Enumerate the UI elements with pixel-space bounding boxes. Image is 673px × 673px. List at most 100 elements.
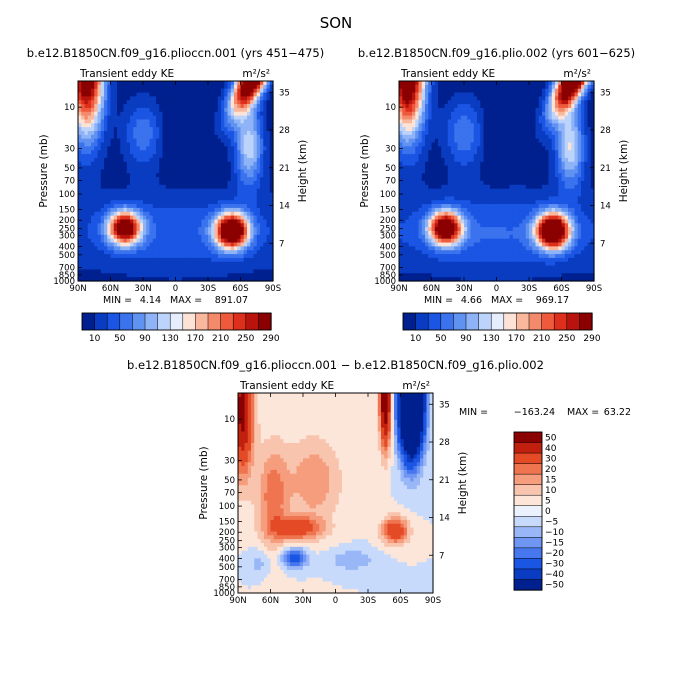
- field-cell: [133, 231, 138, 236]
- field-cell: [240, 142, 245, 147]
- field-cell: [584, 134, 589, 140]
- field-cell: [110, 84, 115, 90]
- field-cell: [237, 127, 242, 132]
- field-cell: [431, 165, 436, 171]
- field-cell: [224, 265, 229, 271]
- field-cell: [227, 227, 232, 232]
- field-cell: [201, 188, 206, 194]
- field-cell: [113, 184, 118, 190]
- field-cell: [237, 231, 242, 236]
- field-cell: [169, 88, 173, 94]
- field-cell: [408, 165, 413, 171]
- field-cell: [87, 188, 92, 194]
- field-cell: [81, 227, 86, 232]
- field-cell: [574, 150, 579, 155]
- field-cell: [208, 111, 212, 117]
- field-cell: [402, 142, 407, 147]
- field-cell: [512, 84, 517, 90]
- field-cell: [581, 150, 585, 155]
- field-cell: [568, 111, 572, 117]
- field-cell: [211, 204, 216, 209]
- field-cell: [260, 131, 264, 136]
- field-cell: [120, 227, 125, 232]
- field-cell: [224, 115, 229, 121]
- field-cell: [91, 181, 95, 186]
- field-cell: [178, 265, 183, 271]
- field-cell: [91, 123, 95, 128]
- field-cell: [211, 161, 216, 167]
- field-cell: [250, 261, 255, 267]
- field-cell: [434, 100, 439, 105]
- field-cell: [454, 123, 459, 128]
- field-cell: [451, 127, 455, 132]
- field-cell: [84, 231, 89, 236]
- field-cell: [107, 231, 112, 236]
- field-cell: [532, 146, 537, 151]
- field-cell: [493, 134, 498, 140]
- colorbar-swatch: [207, 312, 222, 331]
- field-cell: [165, 219, 170, 224]
- field-cell: [247, 96, 251, 101]
- field-cell: [467, 181, 472, 186]
- field-cell: [571, 169, 576, 174]
- field-cell: [428, 107, 433, 113]
- field-cell: [156, 196, 160, 201]
- field-cell: [558, 131, 563, 136]
- field-cell: [201, 127, 206, 132]
- field-cell: [483, 169, 488, 174]
- field-cell: [172, 88, 177, 94]
- field-cell: [269, 115, 274, 121]
- field-cell: [195, 88, 199, 94]
- field-cell: [496, 92, 501, 97]
- field-cell: [133, 100, 138, 105]
- field-cell: [477, 154, 481, 159]
- field-cell: [529, 150, 533, 155]
- field-cell: [499, 173, 504, 178]
- field-cell: [208, 231, 212, 236]
- field-cell: [94, 81, 99, 86]
- field-cell: [247, 277, 251, 282]
- field-cell: [503, 92, 507, 97]
- field-cell: [425, 123, 429, 128]
- field-cell: [499, 111, 504, 117]
- field-cell: [188, 123, 193, 128]
- field-cell: [464, 188, 468, 194]
- field-cell: [126, 254, 131, 259]
- field-cell: [516, 92, 520, 97]
- field-cell: [266, 277, 271, 282]
- field-cell: [253, 211, 258, 217]
- field-cell: [136, 257, 141, 263]
- field-cell: [590, 107, 595, 113]
- field-cell: [493, 142, 498, 147]
- field-cell: [185, 157, 190, 163]
- field-cell: [84, 146, 89, 151]
- field-cell: [486, 157, 491, 163]
- field-cell: [152, 127, 157, 132]
- field-cell: [250, 123, 255, 128]
- field-cell: [120, 188, 125, 194]
- field-cell: [113, 142, 118, 147]
- field-cell: [227, 150, 232, 155]
- field-cell: [191, 181, 196, 186]
- field-cell: [564, 119, 569, 124]
- field-cell: [522, 84, 527, 90]
- field-cell: [447, 115, 452, 121]
- colorbar-label: 290: [262, 334, 279, 344]
- field-cell: [496, 161, 501, 167]
- field-cell: [415, 177, 420, 182]
- field-cell: [146, 104, 151, 109]
- field-cell: [535, 138, 540, 144]
- field-cell: [240, 273, 245, 278]
- field-cell: [522, 142, 527, 147]
- field-cell: [250, 254, 255, 259]
- field-cell: [81, 254, 86, 259]
- field-cell: [256, 92, 261, 97]
- field-cell: [428, 177, 433, 182]
- field-cell: [152, 196, 157, 201]
- field-cell: [260, 84, 264, 90]
- field-cell: [87, 161, 92, 167]
- field-cell: [130, 115, 134, 121]
- field-cell: [94, 192, 99, 197]
- field-cell: [208, 207, 212, 213]
- field-cell: [126, 119, 131, 124]
